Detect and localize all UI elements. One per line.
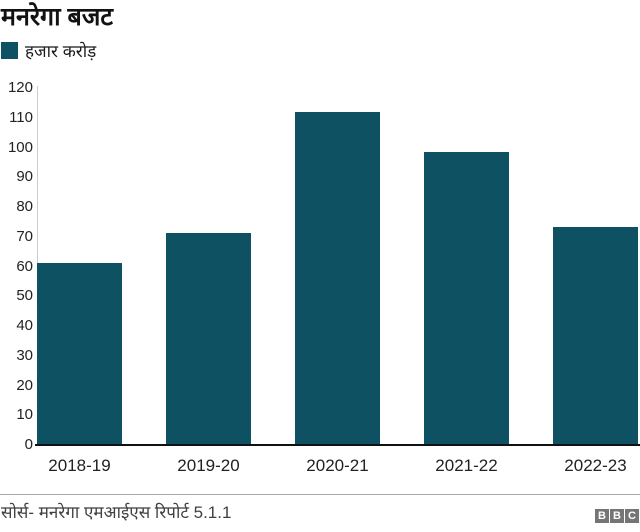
y-tick-label: 30 <box>16 346 33 364</box>
bar <box>37 262 122 444</box>
y-tick-label: 100 <box>7 138 33 156</box>
legend: हजार करोड़ <box>1 40 97 61</box>
bar <box>553 226 638 444</box>
y-tick-label: 70 <box>16 227 33 245</box>
bar <box>295 112 380 444</box>
bbc-logo-block: B <box>595 509 609 523</box>
x-tick-label: 2018-19 <box>48 456 111 475</box>
bar <box>166 232 251 444</box>
bbc-logo-block: C <box>625 509 639 523</box>
y-tick-label: 50 <box>16 287 33 305</box>
y-tick-label: 60 <box>16 257 33 275</box>
y-tick-label: 90 <box>16 168 33 186</box>
source-text: सोर्स- मनरेगा एमआईएस रिपोर्ट 5.1.1 <box>1 503 232 522</box>
footer-divider <box>0 494 640 495</box>
legend-swatch-icon <box>1 41 18 59</box>
chart-title: मनरेगा बजट <box>1 3 113 31</box>
y-tick-label: 120 <box>7 79 33 96</box>
y-tick-label: 110 <box>9 108 33 126</box>
y-tick-label: 20 <box>16 376 33 394</box>
bbc-logo-block: B <box>610 509 624 523</box>
y-tick-label: 40 <box>16 317 33 334</box>
y-tick-label: 80 <box>16 198 33 215</box>
legend-label: हजार करोड़ <box>25 41 97 61</box>
x-tick-label: 2019-20 <box>177 456 240 475</box>
y-tick-label: 0 <box>24 436 33 453</box>
x-tick-label: 2020-21 <box>306 456 369 475</box>
x-axis-line <box>35 444 640 446</box>
y-tick-label: 10 <box>16 406 33 424</box>
x-tick-label: 2021-22 <box>435 456 498 475</box>
bar <box>424 152 509 444</box>
x-tick-label: 2022-23 <box>564 456 627 475</box>
